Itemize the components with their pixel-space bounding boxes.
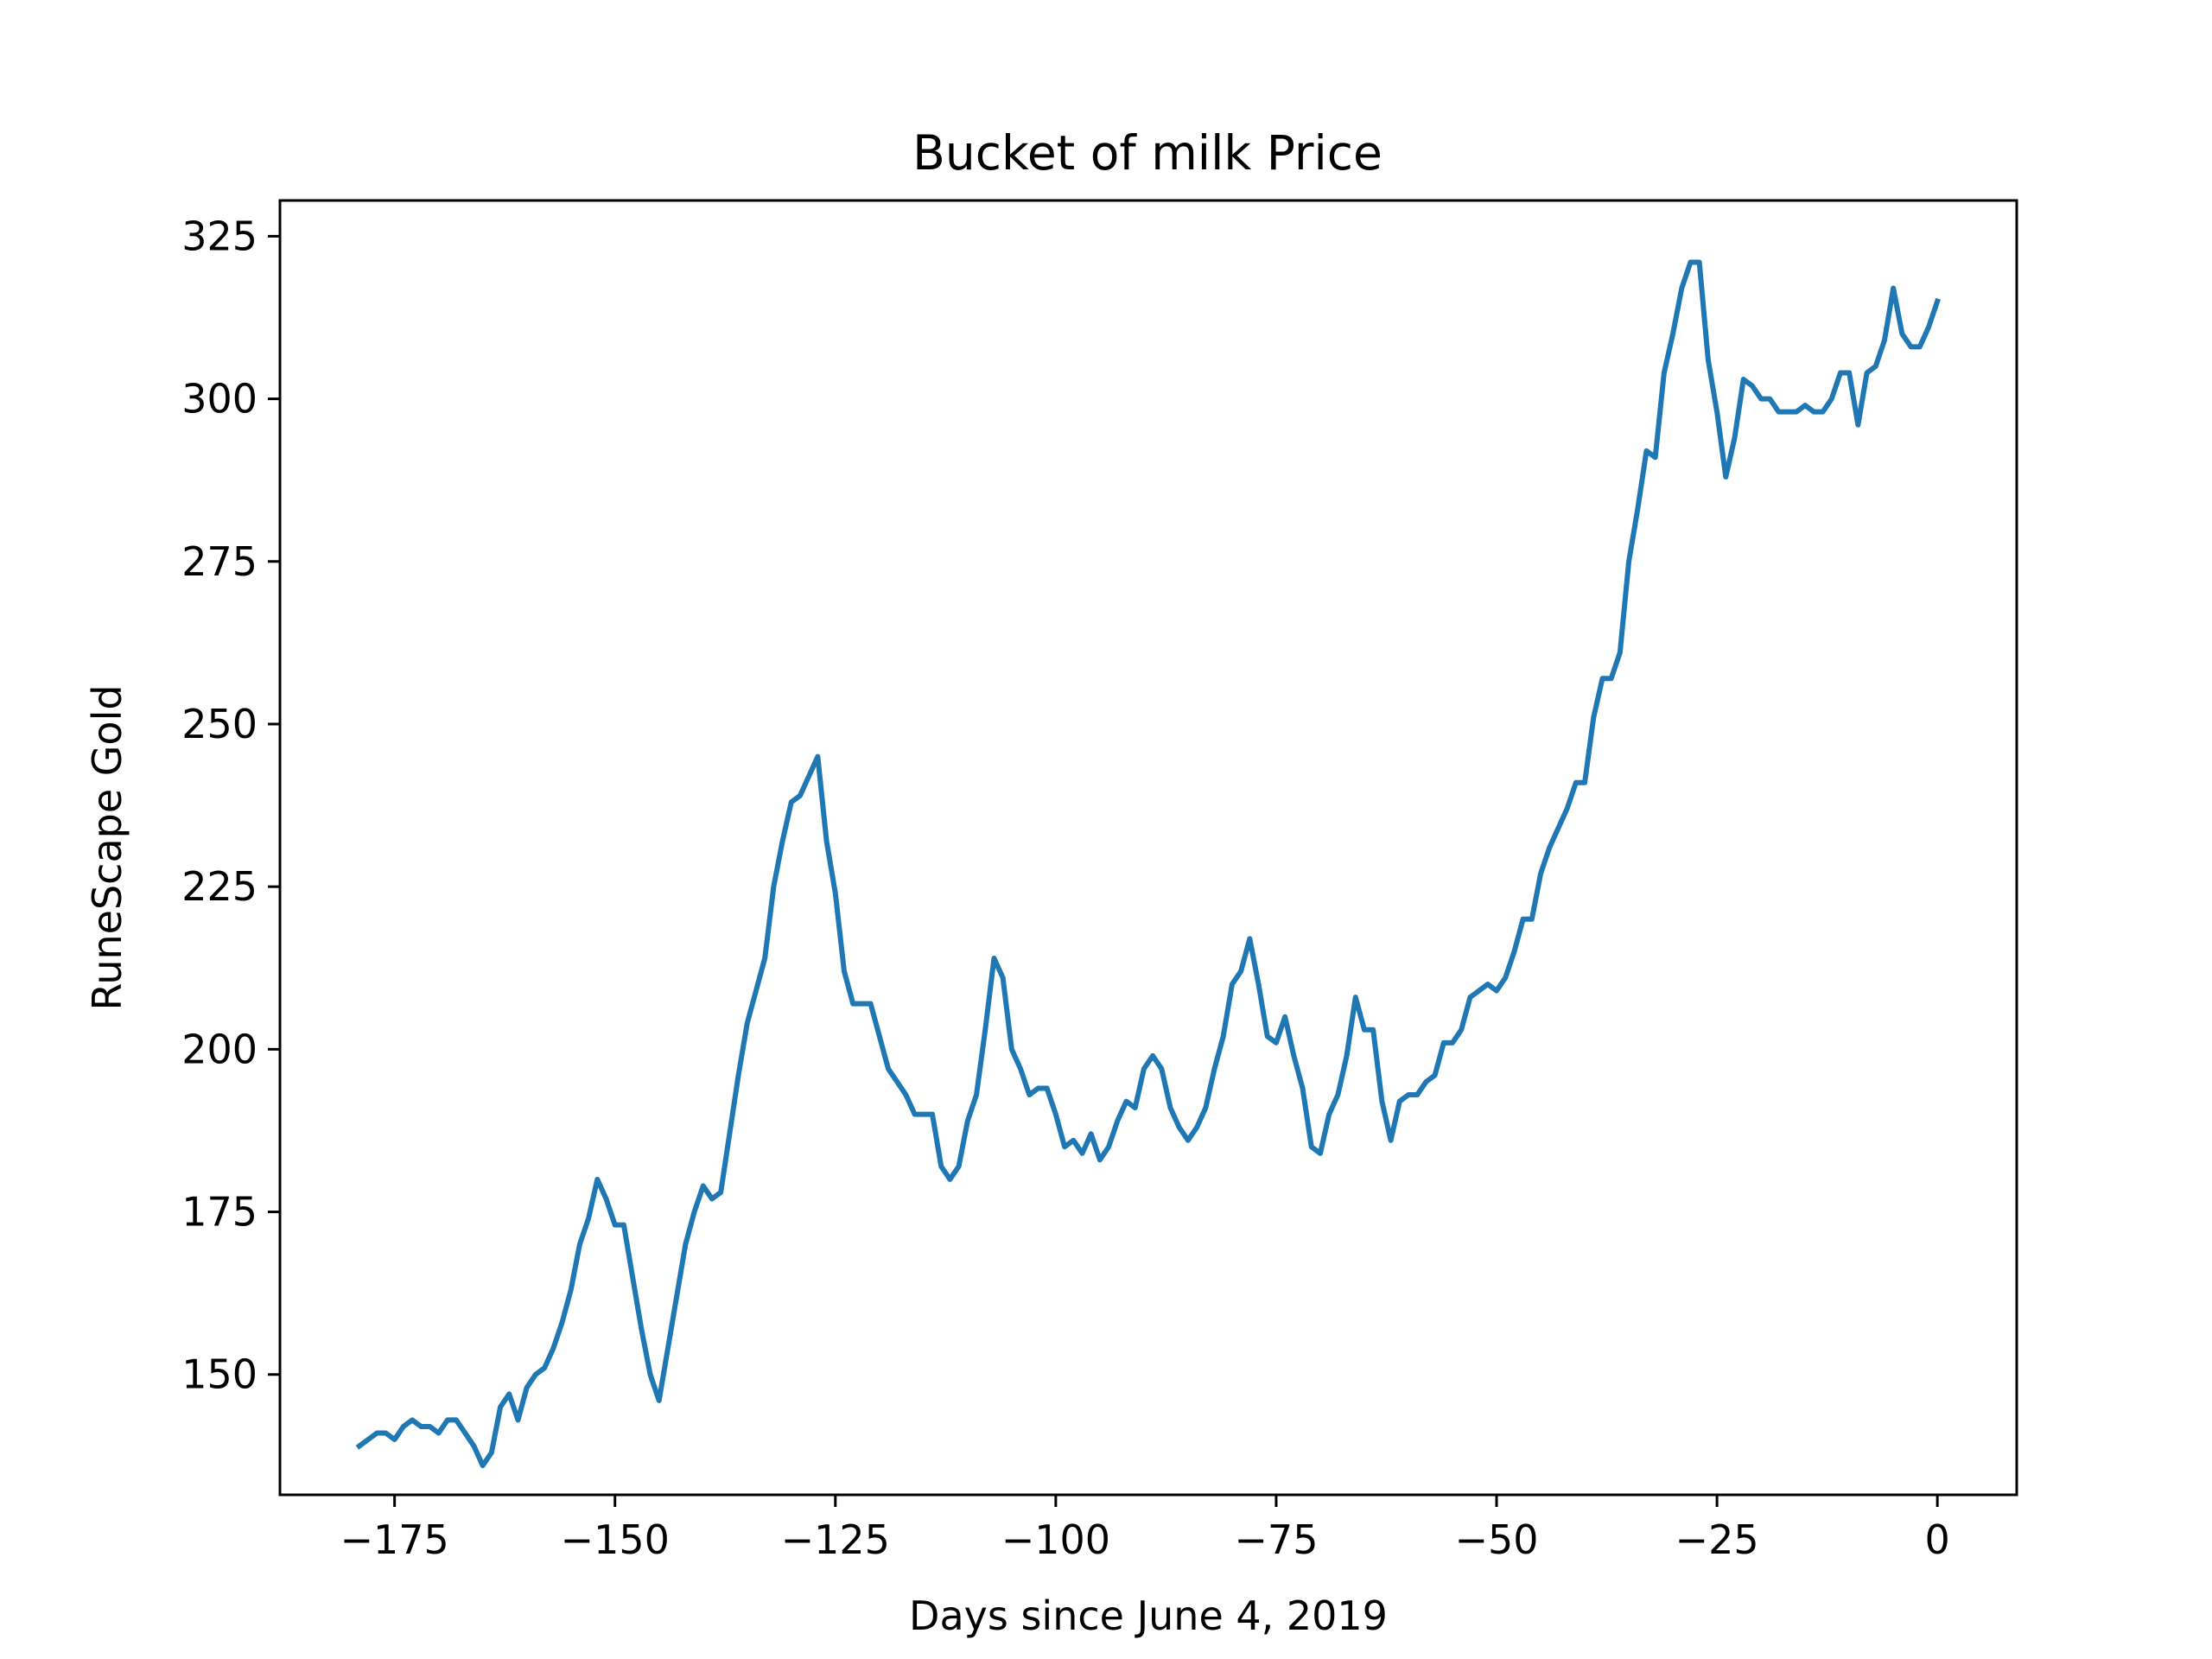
y-axis: 150 175 200 225 250 275 300 325 [181, 213, 280, 1398]
chart-title: Bucket of milk Price [912, 125, 1382, 181]
x-tick-label: 0 [1925, 1516, 1950, 1563]
x-tick-label: −175 [340, 1516, 448, 1563]
x-tick-label: −75 [1234, 1516, 1318, 1563]
y-tick-label: 200 [181, 1026, 257, 1072]
y-tick-label: 175 [181, 1189, 257, 1236]
plot-area [278, 199, 2018, 1497]
price-series-line [355, 259, 1941, 1469]
y-tick-label: 225 [181, 863, 257, 910]
x-axis-title: Days since June 4, 2019 [909, 1592, 1388, 1639]
x-tick-label: −100 [1001, 1516, 1110, 1563]
x-tick-label: −50 [1454, 1516, 1538, 1563]
x-tick-label: −25 [1675, 1516, 1759, 1563]
y-tick-label: 325 [181, 213, 257, 259]
x-tick-label: −150 [561, 1516, 670, 1563]
y-axis-title: RuneScape Gold [84, 684, 130, 1010]
y-tick-label: 150 [181, 1351, 257, 1398]
x-axis: −175 −150 −125 −100 −75 −50 −25 0 [340, 1495, 1950, 1563]
axes-frame [278, 199, 2018, 1497]
y-tick-label: 300 [181, 376, 257, 423]
y-tick-label: 275 [181, 538, 257, 585]
x-tick-label: −125 [781, 1516, 890, 1563]
y-tick-label: 250 [181, 701, 257, 747]
